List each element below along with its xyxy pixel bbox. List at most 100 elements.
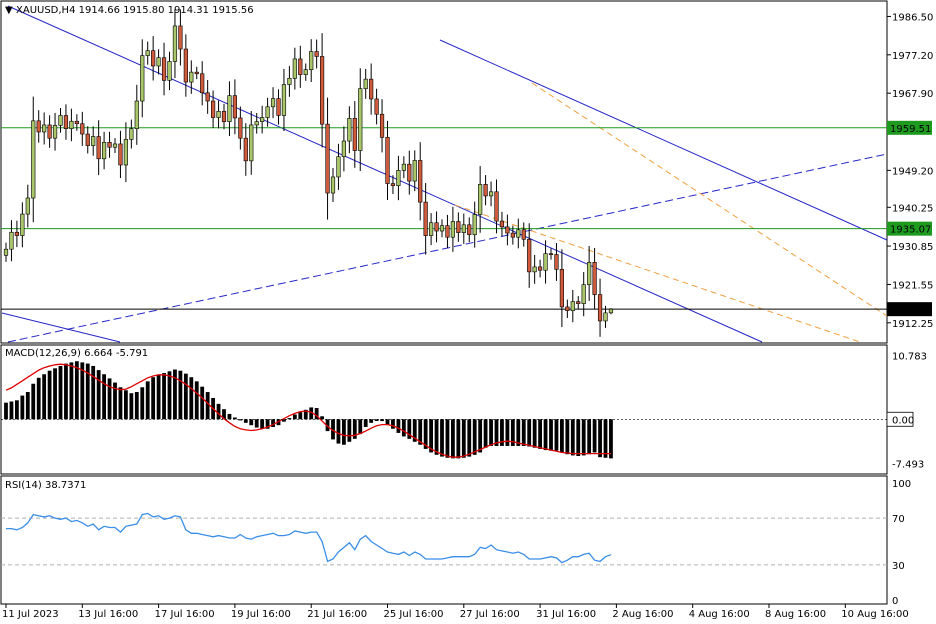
fork-upper-line [531,82,888,317]
macd-bar [429,419,433,453]
candle-body [25,197,30,215]
candle-body [423,201,428,236]
time-tick-label: 27 Jul 16:00 [460,609,520,620]
rsi-pane-frame [0,475,888,605]
macd-bar [74,361,79,420]
price-tick-label: 1986.50 [892,12,933,23]
candle-body [358,88,363,151]
macd-bar [25,392,30,420]
candle-body [221,111,227,122]
candle-body [478,184,483,215]
macd-bar [9,401,14,420]
macd-bar [510,419,515,446]
candle-body [123,139,128,166]
macd-bar [47,370,52,420]
macd-bar [58,365,63,420]
macd-bar [440,419,444,457]
candle-body [472,214,477,236]
candle-body [189,71,194,83]
macd-bar [243,419,248,423]
macd-bar [189,377,194,420]
time-tick-label: 8 Aug 16:00 [765,609,826,620]
candle-body [74,120,79,125]
macd-tick-label: -7.493 [892,460,924,471]
macd-bar [385,419,390,425]
candle-body [407,163,412,182]
candle-body [249,124,254,162]
rising-dashed-line [7,153,888,343]
candle-body [205,92,210,102]
candle-body [194,71,199,75]
macd-bar [358,419,363,435]
macd-bar [298,412,303,420]
candle-body [227,95,232,122]
candle-body [69,120,74,129]
macd-bar [194,381,199,420]
axes-layer: 1986.50 1977.20 1967.90 1949.20 1940.25 1930.… [2,12,933,620]
candle-body [608,308,614,314]
candle-body [178,25,183,50]
candle-body [396,170,401,186]
candle-body [527,238,532,273]
macd-bar [167,371,172,420]
macd-bar [560,419,564,453]
macd-bar [183,373,188,420]
candle-body [58,115,63,126]
macd-bar [538,419,542,449]
macd-bar [478,419,483,453]
macd-bar [162,373,166,420]
rsi-label: RSI(14) 38.7371 [5,480,86,491]
candle-body [260,117,265,122]
candle-body [510,232,515,238]
candle-body [314,51,319,57]
candle-body [270,98,276,108]
macd-bar [91,365,96,420]
candle-body [347,118,352,142]
candle-body [156,57,161,67]
macd-bar [15,400,19,420]
macd-bar [102,374,106,420]
candle-body [603,312,608,322]
macd-bar [549,419,553,451]
macd-bar [145,381,150,420]
macd-bar [467,419,472,457]
macd-bar [500,419,504,446]
lower-channel-line [7,5,763,343]
macd-bar [336,419,341,444]
price-tag-box [887,221,932,236]
price-tick-label: 1912.25 [892,319,933,330]
upper-channel-line [439,39,888,241]
macd-bar [494,419,499,446]
macd-bar [598,419,602,458]
macd-bar [173,369,177,420]
time-tick-label: 11 Jul 2023 [2,609,59,620]
candle-body [363,78,368,89]
candle-body [112,143,118,148]
macd-bar [309,407,314,420]
macd-bar [36,377,41,420]
candle-body [118,143,123,166]
header-arrow-icon[interactable]: ▼ [5,5,13,16]
macd-bar [532,419,537,448]
macd-layer [1,361,887,459]
candle-body [341,140,347,158]
candle-body [254,121,259,126]
candle-body [548,253,554,255]
candles-layer [3,9,614,337]
candle-body [499,220,505,228]
candle-body [232,95,238,119]
candle-body [3,248,9,256]
time-tick-label: 2 Aug 16:00 [612,609,673,620]
macd-bar [325,419,330,432]
macd-bar [140,387,145,420]
macd-bar [472,419,477,455]
macd-bar [124,390,128,420]
candle-body [461,224,466,233]
price-tick-label: 1977.20 [892,51,933,62]
candle-body [303,69,308,75]
macd-bar [418,419,423,445]
candle-body [412,160,417,182]
candle-body [243,137,248,162]
macd-bar [118,387,123,420]
fork-lower-line [454,204,861,343]
